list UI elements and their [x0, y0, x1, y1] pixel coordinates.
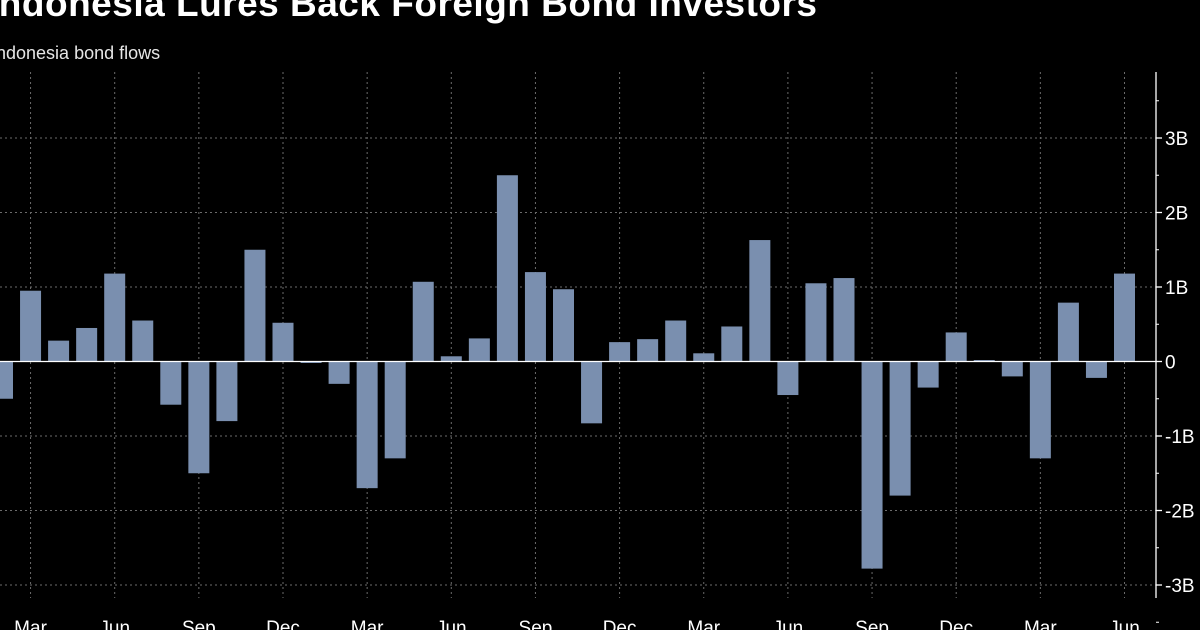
bar	[833, 278, 855, 362]
y-tick-label: 1B	[1165, 278, 1188, 299]
x-tick-label: Mar	[1024, 618, 1057, 630]
bar	[945, 332, 967, 362]
bars	[0, 175, 1135, 569]
bar	[76, 327, 98, 362]
y-tick-label: -3B	[1165, 576, 1195, 597]
axes	[0, 72, 1162, 623]
bar	[384, 361, 406, 459]
bar	[20, 290, 42, 362]
bar	[524, 272, 546, 362]
bar	[440, 356, 462, 362]
bar	[132, 320, 154, 362]
bar	[48, 340, 70, 362]
bar	[777, 361, 799, 396]
tick-labels: 3B 2B 1B 0 -1B -2B -3B Mar Jun Sep Dec Mar Jun Sep Dec…	[14, 129, 1194, 630]
bar	[917, 361, 939, 388]
y-tick-label: -2B	[1165, 502, 1195, 523]
bar	[216, 361, 238, 422]
y-tick-label: -1B	[1165, 427, 1195, 448]
x-tick-label: Sep	[519, 618, 553, 630]
x-tick-label: Jun	[1109, 618, 1140, 630]
x-tick-label: Mar	[687, 618, 720, 630]
bar	[160, 361, 182, 405]
y-tick-label: 3B	[1165, 129, 1188, 150]
bar	[1057, 302, 1079, 362]
bar	[272, 322, 294, 362]
bar	[721, 326, 743, 362]
bar	[104, 273, 126, 362]
bar	[1001, 361, 1023, 377]
x-tick-label: Mar	[351, 618, 384, 630]
grid-lines	[0, 72, 1156, 598]
bar	[188, 361, 210, 474]
bar	[749, 240, 771, 362]
x-tick-label: Dec	[939, 618, 973, 630]
bar	[693, 353, 715, 362]
bar	[609, 342, 631, 362]
bar	[553, 289, 574, 362]
bar	[356, 361, 378, 489]
x-tick-label: Jun	[99, 618, 130, 630]
bar	[665, 320, 687, 362]
x-tick-label: Sep	[855, 618, 889, 630]
x-tick-label: Jun	[773, 618, 804, 630]
chart-title: Indonesia Lures Back Foreign Bond Invest…	[0, 0, 818, 24]
bar	[1085, 361, 1107, 378]
bar	[300, 361, 322, 363]
x-tick-label: Mar	[14, 618, 47, 630]
bar	[244, 249, 266, 362]
x-tick-label: Jun	[436, 618, 467, 630]
bar	[973, 360, 995, 362]
bar	[1114, 273, 1135, 362]
bar	[581, 361, 603, 424]
x-tick-label: Dec	[266, 618, 300, 630]
x-tick-label: Sep	[182, 618, 216, 630]
y-tick-label: 2B	[1165, 204, 1188, 225]
bar	[468, 338, 490, 362]
bar	[328, 361, 350, 384]
bar	[805, 283, 827, 362]
bar	[0, 361, 13, 399]
bar	[889, 361, 911, 496]
chart-subtitle: Indonesia bond flows	[0, 43, 161, 63]
bar	[412, 281, 434, 362]
bar	[637, 339, 659, 362]
y-tick-label: 0	[1165, 353, 1176, 374]
x-tick-label: Dec	[603, 618, 637, 630]
bar	[496, 175, 518, 362]
bar	[861, 361, 883, 569]
bar	[1029, 361, 1051, 459]
